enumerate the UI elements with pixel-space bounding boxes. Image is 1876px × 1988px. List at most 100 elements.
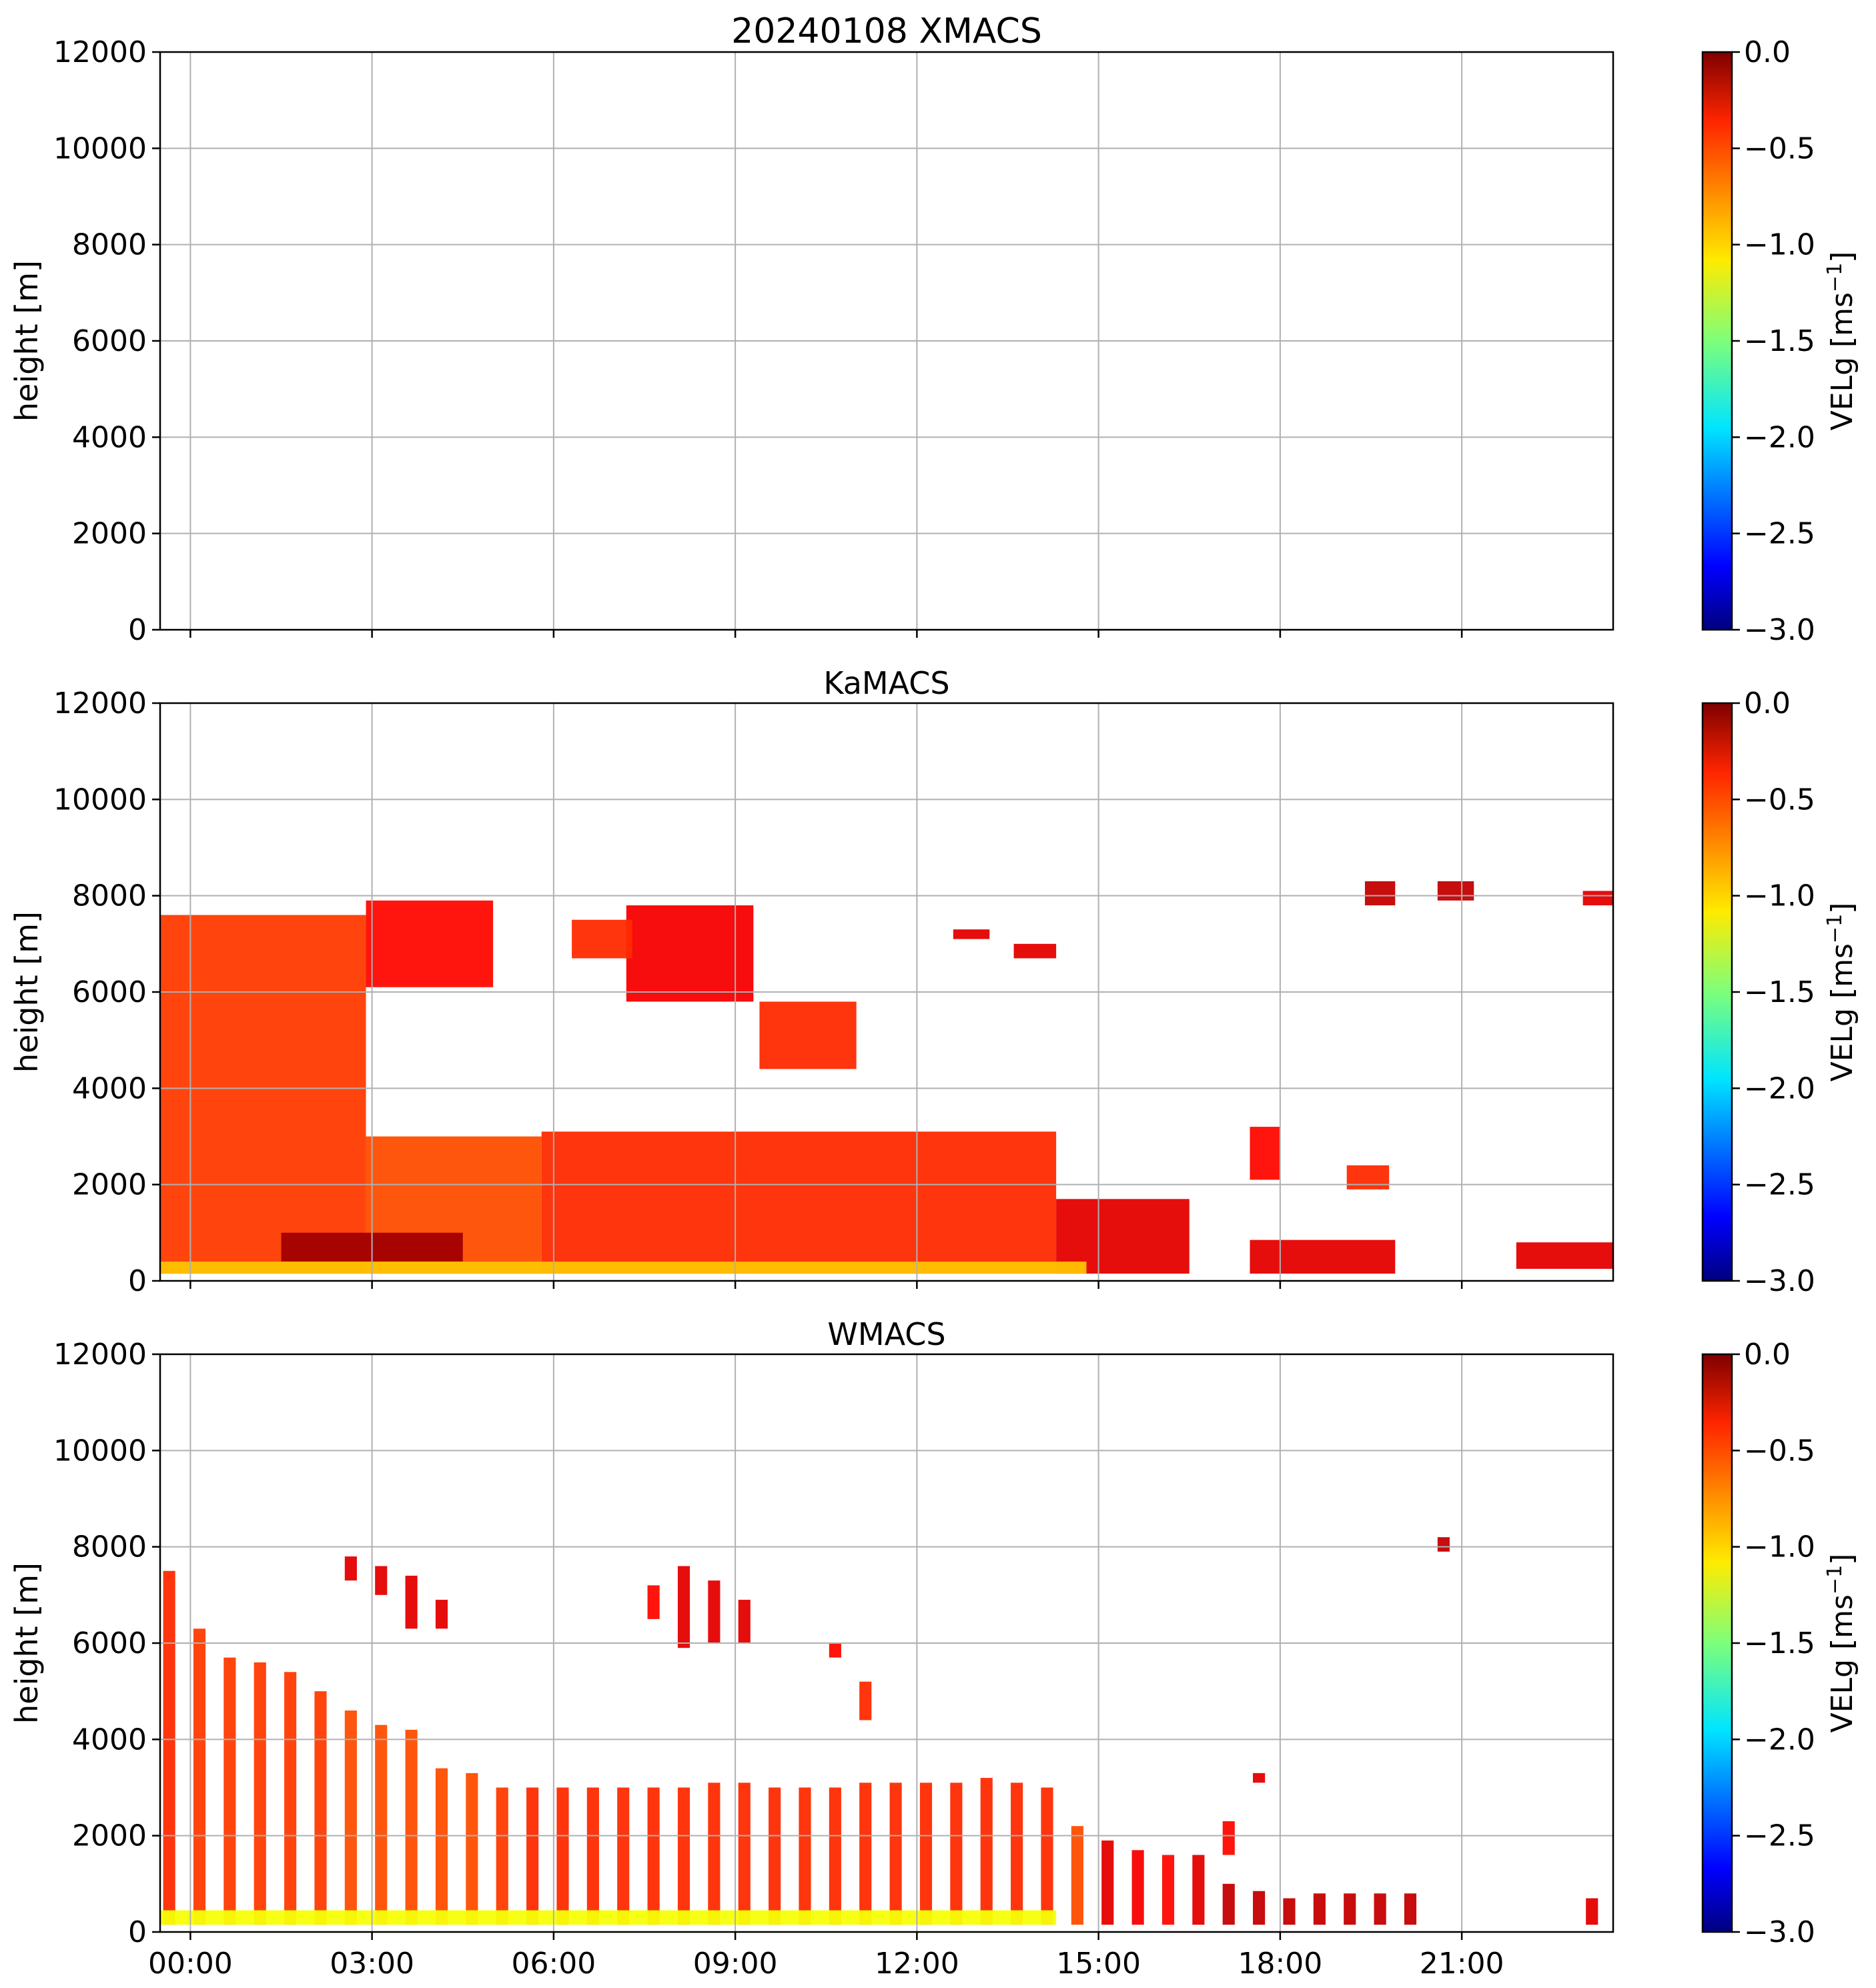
y-tick-label: 0 xyxy=(128,1915,147,1949)
data-region xyxy=(160,1262,1087,1274)
data-region xyxy=(859,1681,872,1720)
data-region xyxy=(344,1556,357,1581)
data-region xyxy=(405,1575,418,1629)
colorbar: 0.0 −0.5 −1.0 −1.5 −2.0 −2.5 −3.0 VELg [ms−1] xyxy=(1701,1338,1859,1949)
colorbar-tick-label: −0.5 xyxy=(1744,783,1815,817)
data-region xyxy=(366,900,494,987)
colorbar-tick-label: −3.0 xyxy=(1744,613,1815,647)
data-region xyxy=(769,1787,781,1925)
data-region xyxy=(1404,1893,1417,1925)
data-region xyxy=(1374,1893,1386,1925)
colorbar-tick-label: −2.5 xyxy=(1744,1168,1815,1202)
y-tick-label: 12000 xyxy=(53,686,147,720)
colorbar-tick-label: −1.5 xyxy=(1744,324,1815,358)
data-region xyxy=(647,1585,660,1619)
colorbar: 0.0 −0.5 −1.0 −1.5 −2.0 −2.5 −3.0 VELg [ms−1] xyxy=(1701,35,1859,647)
data-region xyxy=(1161,1855,1175,1925)
y-tick-label: 4000 xyxy=(72,1722,147,1757)
colorbar-tick-label: −0.5 xyxy=(1744,1434,1815,1468)
data-region xyxy=(344,1710,357,1925)
x-tick-label: 12:00 xyxy=(875,1947,959,1981)
colorbar-tick-label: −1.5 xyxy=(1744,1626,1815,1660)
data-region xyxy=(1253,1773,1266,1783)
data-region xyxy=(541,1131,1057,1274)
y-tick-label: 0 xyxy=(128,1264,147,1298)
data-region xyxy=(586,1787,599,1925)
y-tick-label: 8000 xyxy=(72,228,147,262)
y-tick-label: 2000 xyxy=(72,1168,147,1202)
colorbar-tick-label: 0.0 xyxy=(1744,1338,1791,1372)
y-tick-label: 6000 xyxy=(72,975,147,1009)
colorbar-tick-label: −2.0 xyxy=(1744,1071,1815,1105)
data-region xyxy=(950,1783,963,1925)
data-region xyxy=(708,1783,721,1925)
data-region xyxy=(1586,1898,1598,1925)
y-tick-label: 6000 xyxy=(72,324,147,358)
data-region xyxy=(953,929,990,939)
data-region xyxy=(1250,1239,1396,1274)
panel-title: KaMACS xyxy=(823,665,949,701)
y-tick-label: 0 xyxy=(128,613,147,647)
data-region xyxy=(1582,891,1613,906)
y-axis-label: height [m] xyxy=(9,260,45,422)
y-axis-label: height [m] xyxy=(9,911,45,1073)
data-region xyxy=(160,915,366,1274)
data-region xyxy=(759,1001,857,1069)
y-tick-label: 8000 xyxy=(72,879,147,913)
data-region xyxy=(163,1570,175,1925)
y-tick-label: 2000 xyxy=(72,517,147,551)
data-region xyxy=(1313,1893,1326,1925)
colorbar-tick-label: 0.0 xyxy=(1744,686,1791,720)
y-tick-label: 10000 xyxy=(53,1434,147,1468)
colorbar-tick-label: −2.0 xyxy=(1744,1722,1815,1757)
data-region xyxy=(1013,943,1057,959)
x-tick-label: 00:00 xyxy=(148,1947,233,1981)
y-tick-label: 12000 xyxy=(53,1338,147,1372)
data-region xyxy=(1437,1537,1450,1552)
y-tick-label: 12000 xyxy=(53,35,147,69)
colorbar: 0.0 −0.5 −1.0 −1.5 −2.0 −2.5 −3.0 VELg [ms−1] xyxy=(1701,686,1859,1298)
colorbar-label: VELg [ms−1] xyxy=(1823,1554,1859,1733)
colorbar-label: VELg [ms−1] xyxy=(1823,252,1859,431)
data-region xyxy=(556,1787,569,1925)
data-region xyxy=(829,1787,841,1925)
data-region xyxy=(980,1778,993,1925)
data-region xyxy=(1041,1787,1053,1925)
data-region xyxy=(1222,1821,1235,1855)
colorbar-gradient xyxy=(1701,702,1733,1282)
colorbar-tick-label: −1.0 xyxy=(1744,879,1815,913)
data-region xyxy=(1344,1893,1356,1925)
data-region xyxy=(284,1672,297,1925)
y-tick-label: 8000 xyxy=(72,1530,147,1564)
data-region xyxy=(254,1662,266,1925)
colorbar-gradient xyxy=(1701,1353,1733,1933)
data-region xyxy=(375,1724,388,1925)
data-region xyxy=(738,1600,751,1643)
x-tick-label: 09:00 xyxy=(693,1947,778,1981)
data-layer xyxy=(160,1537,1598,1925)
y-tick-label: 4000 xyxy=(72,1071,147,1105)
figure-title: 20240108 XMACS xyxy=(731,11,1042,51)
data-region xyxy=(314,1691,327,1925)
data-region xyxy=(738,1783,751,1925)
data-region xyxy=(626,905,754,1002)
colorbar-tick-label: −2.5 xyxy=(1744,517,1815,551)
data-region xyxy=(1222,1883,1235,1925)
data-region xyxy=(1253,1891,1266,1925)
data-region xyxy=(859,1783,872,1925)
data-region xyxy=(1250,1127,1280,1180)
data-region xyxy=(435,1768,448,1925)
data-region xyxy=(1071,1826,1083,1925)
colorbar-tick-label: −3.0 xyxy=(1744,1264,1815,1298)
data-region xyxy=(799,1787,811,1925)
colorbar-tick-label: −3.0 xyxy=(1744,1915,1815,1949)
colorbar-label: VELg [ms−1] xyxy=(1823,903,1859,1082)
x-tick-label: 18:00 xyxy=(1238,1947,1322,1981)
data-region xyxy=(1056,1199,1190,1274)
panel-title: WMACS xyxy=(827,1316,945,1352)
colorbar-tick-label: −1.0 xyxy=(1744,1530,1815,1564)
data-region xyxy=(1283,1898,1296,1925)
data-region xyxy=(193,1628,206,1925)
x-tick-label: 03:00 xyxy=(330,1947,414,1981)
